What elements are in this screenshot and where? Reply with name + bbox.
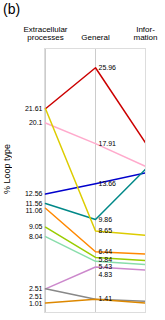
svg-text:General: General	[81, 33, 110, 42]
svg-text:25.96: 25.96	[99, 64, 117, 71]
svg-text:1.01: 1.01	[29, 300, 43, 307]
html-text:% Loop type: % Loop type	[2, 144, 12, 194]
svg-text:2.51: 2.51	[29, 285, 43, 292]
svg-text:1.41: 1.41	[99, 295, 113, 302]
svg-text:13.66: 13.66	[99, 180, 117, 187]
svg-text:6.44: 6.44	[99, 248, 113, 255]
svg-text:12.56: 12.56	[25, 190, 43, 197]
html-text:(b): (b)	[3, 1, 21, 17]
svg-text:8.65: 8.65	[99, 227, 113, 234]
svg-text:21.61: 21.61	[25, 105, 43, 112]
svg-text:8.04: 8.04	[29, 233, 43, 240]
svg-text:17.91: 17.91	[99, 140, 117, 147]
svg-text:9.05: 9.05	[29, 223, 43, 230]
svg-text:2.51: 2.51	[29, 293, 43, 300]
svg-text:5.84: 5.84	[99, 256, 113, 263]
svg-text:5.43: 5.43	[99, 263, 113, 270]
svg-text:11.56: 11.56	[26, 200, 43, 207]
svg-text:Extracellularprocesses: Extracellularprocesses	[23, 25, 67, 42]
svg-text:9.86: 9.86	[99, 216, 113, 223]
svg-text:Infor-mation: Infor-mation	[133, 25, 157, 42]
svg-text:11.06: 11.06	[26, 207, 43, 214]
svg-text:4.83: 4.83	[99, 271, 113, 278]
svg-text:20.1: 20.1	[29, 119, 43, 126]
